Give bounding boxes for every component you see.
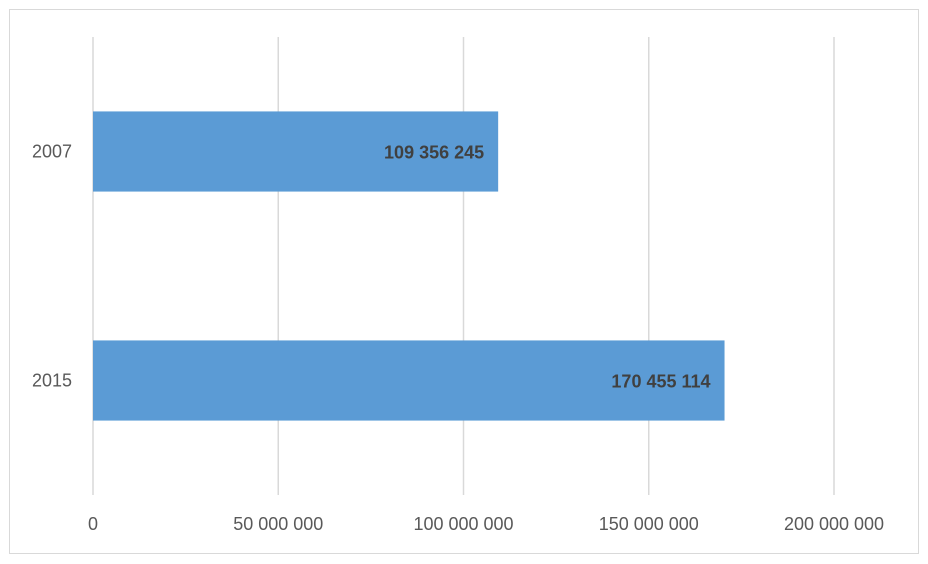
x-tick-label: 100 000 000 (413, 514, 513, 534)
bar (93, 340, 725, 421)
y-tick-label: 2007 (32, 141, 72, 161)
bar (93, 111, 499, 192)
x-tick-label: 200 000 000 (784, 514, 884, 534)
x-tick-label: 150 000 000 (599, 514, 699, 534)
x-tick-label: 50 000 000 (233, 514, 323, 534)
value-label: 170 455 114 (611, 371, 710, 391)
value-label: 109 356 245 (384, 142, 484, 162)
y-tick-label: 2015 (32, 370, 72, 390)
x-tick-label: 0 (88, 514, 98, 534)
